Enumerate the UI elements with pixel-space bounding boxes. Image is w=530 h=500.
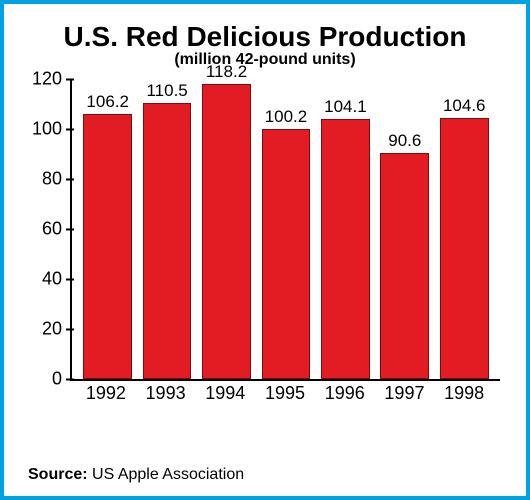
bar-value-label: 110.5 xyxy=(146,81,187,101)
y-tick-label: 40 xyxy=(42,269,72,290)
bar-slot: 90.6 xyxy=(375,79,434,379)
bar xyxy=(440,118,489,380)
bar xyxy=(262,129,311,380)
y-tick-label: 0 xyxy=(52,369,72,390)
bar xyxy=(143,103,192,379)
bar-slot: 106.2 xyxy=(78,79,137,379)
x-label: 1994 xyxy=(195,383,255,404)
bar-value-label: 104.6 xyxy=(443,96,486,116)
x-label: 1995 xyxy=(255,383,315,404)
bar-slot: 118.2 xyxy=(197,79,256,379)
x-label: 1998 xyxy=(434,383,494,404)
y-tick-label: 20 xyxy=(42,319,72,340)
bar-value-label: 100.2 xyxy=(265,107,308,127)
x-label: 1997 xyxy=(375,383,435,404)
bar-slot: 104.1 xyxy=(316,79,375,379)
bar-value-label: 106.2 xyxy=(86,92,129,112)
y-tick-label: 120 xyxy=(32,69,72,90)
bar-slot: 104.6 xyxy=(435,79,494,379)
bar-slot: 110.5 xyxy=(137,79,196,379)
y-tick-label: 80 xyxy=(42,169,72,190)
bar-slot: 100.2 xyxy=(256,79,315,379)
bar-value-label: 90.6 xyxy=(388,131,421,151)
x-label: 1996 xyxy=(315,383,375,404)
source-label: Source: xyxy=(28,466,88,483)
x-label: 1992 xyxy=(76,383,136,404)
y-tick-label: 100 xyxy=(32,119,72,140)
x-label: 1993 xyxy=(136,383,196,404)
bar-value-label: 104.1 xyxy=(324,97,367,117)
axes: 106.2 110.5 118.2 100.2 104.1 xyxy=(70,79,500,381)
source-text: US Apple Association xyxy=(92,466,244,483)
chart-subtitle: (million 42-pound units) xyxy=(22,51,508,69)
bar xyxy=(321,119,370,379)
chart-title: U.S. Red Delicious Production xyxy=(22,22,508,51)
chart-frame: U.S. Red Delicious Production (million 4… xyxy=(0,0,530,500)
source-line: Source: US Apple Association xyxy=(28,466,244,484)
x-axis-labels: 1992 1993 1994 1995 1996 1997 1998 xyxy=(70,383,500,404)
bar-value-label: 118.2 xyxy=(206,62,247,82)
bar xyxy=(83,114,132,380)
bar xyxy=(202,84,251,380)
bars-container: 106.2 110.5 118.2 100.2 104.1 xyxy=(72,79,500,379)
y-tick-label: 60 xyxy=(42,219,72,240)
bar xyxy=(380,153,429,380)
plot-area: 106.2 110.5 118.2 100.2 104.1 xyxy=(70,79,500,419)
